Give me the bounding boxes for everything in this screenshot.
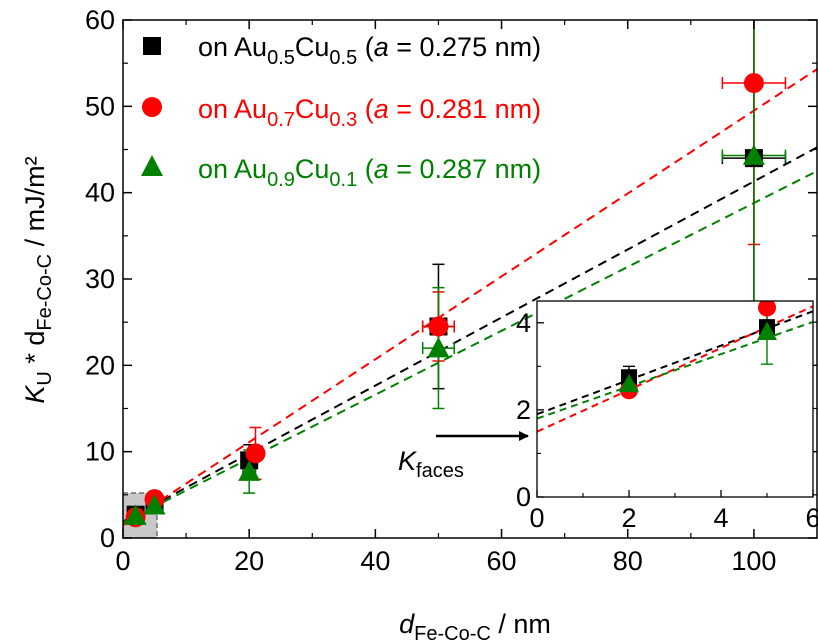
legend: on Au0.5Cu0.5 (a = 0.275 nm) on Au0.7Cu0…: [141, 32, 541, 191]
inset-data-point-series-3: [757, 321, 777, 340]
data-points: [124, 73, 765, 528]
data-point-series-3: [427, 337, 450, 358]
fit-line-series-2: [123, 68, 817, 526]
legend-label-series-2: on Au0.7Cu0.3 (a = 0.281 nm): [198, 94, 541, 131]
data-point-series-2: [245, 443, 266, 464]
inset-data-point-series-2: [758, 301, 776, 317]
data-point-series-3: [238, 460, 261, 481]
inset-data-point-series-3: [619, 373, 639, 393]
y-tick-label: 60: [85, 5, 115, 35]
legend-label-series-3: on Au0.9Cu0.1 (a = 0.287 nm): [198, 154, 541, 191]
x-tick-label: 80: [613, 546, 643, 576]
inset-y-tick-label: 0: [516, 482, 531, 512]
inset-y-tick-label: 4: [516, 308, 531, 338]
y-axis-label: KU * dFe-Co-C / mJ/m²: [20, 156, 56, 403]
legend-item-series-1: on Au0.5Cu0.5 (a = 0.275 nm): [143, 32, 541, 69]
inset-x-axis-ticks: 0 2 4 6: [529, 490, 818, 533]
data-point-series-3: [742, 144, 765, 165]
annotation-label: Kfaces: [398, 446, 464, 482]
inset-plot: 0 2 4 6 0 2 4: [516, 300, 818, 533]
inset-x-tick-label: 0: [529, 503, 544, 533]
y-tick-label: 40: [85, 178, 115, 208]
y-tick-label: 30: [85, 264, 115, 294]
data-point-series-3: [124, 504, 147, 525]
x-tick-label: 40: [360, 546, 390, 576]
x-tick-label: 0: [115, 546, 130, 576]
legend-label-series-1: on Au0.5Cu0.5 (a = 0.275 nm): [198, 32, 541, 69]
fit-lines: [123, 68, 817, 526]
legend-marker-square: [143, 37, 161, 55]
inset-x-tick-label: 6: [805, 503, 818, 533]
legend-marker-triangle: [141, 155, 163, 176]
x-axis-label: dFe-Co-C / nm: [399, 609, 551, 644]
x-tick-label: 60: [487, 546, 517, 576]
legend-marker-circle: [142, 97, 162, 117]
inset-y-tick-label: 2: [516, 395, 531, 425]
legend-item-series-3: on Au0.9Cu0.1 (a = 0.287 nm): [141, 154, 541, 191]
x-tick-label: 20: [234, 546, 264, 576]
y-tick-label: 20: [85, 350, 115, 380]
data-point-series-3: [143, 494, 166, 515]
inset-x-tick-label: 2: [621, 503, 636, 533]
fit-line-series-3: [123, 170, 817, 524]
x-tick-label: 100: [731, 546, 776, 576]
main-plot-area: [122, 20, 817, 539]
y-tick-label: 0: [100, 523, 115, 553]
data-point-series-2: [743, 73, 764, 94]
inset-x-tick-label: 4: [713, 503, 728, 533]
k-faces-annotation: Kfaces: [398, 431, 529, 482]
y-tick-label: 10: [85, 437, 115, 467]
inset-data-points: [619, 301, 777, 400]
inset-y-axis-ticks: 0 2 4: [516, 308, 544, 512]
y-tick-label: 50: [85, 91, 115, 121]
fit-line-series-1: [123, 146, 817, 523]
x-axis-ticks: 0 20 40 60 80 100: [115, 20, 776, 576]
legend-item-series-2: on Au0.7Cu0.3 (a = 0.281 nm): [142, 94, 541, 131]
data-point-series-2: [428, 316, 449, 337]
